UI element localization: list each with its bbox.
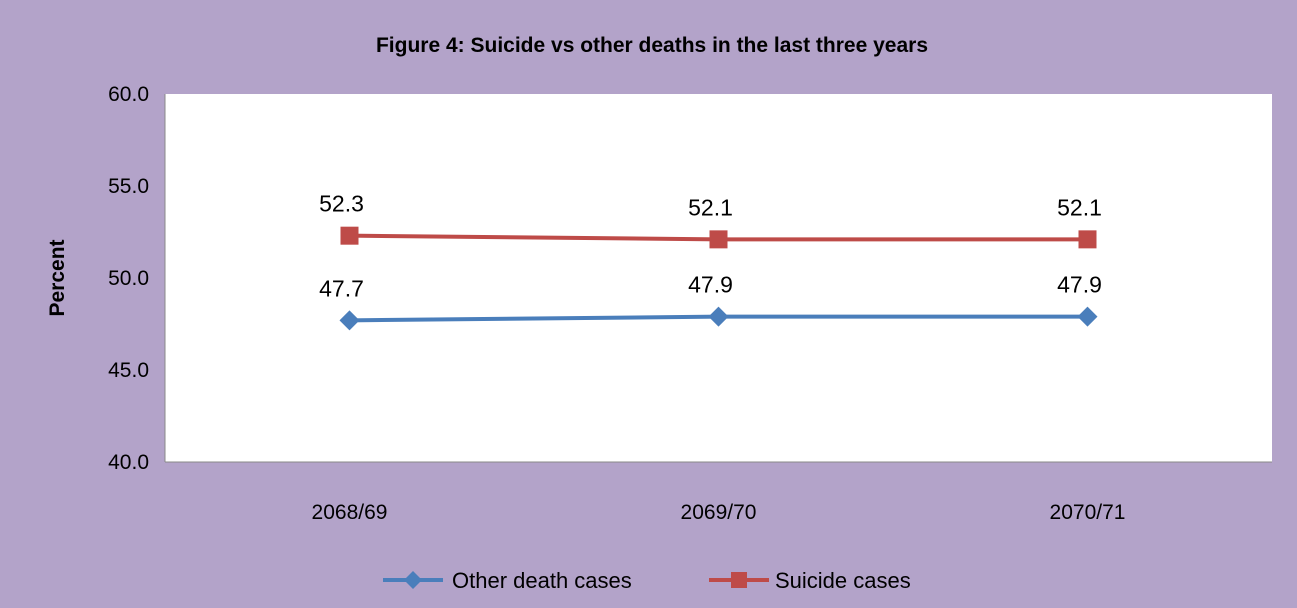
x-tick-label: 2068/69 [312, 501, 388, 524]
legend-item: Suicide cases [709, 568, 911, 593]
legend-label: Other death cases [452, 568, 632, 593]
legend-marker [731, 572, 747, 588]
y-axis-label: Percent [46, 239, 69, 316]
y-tick-label: 55.0 [108, 175, 149, 198]
x-tick-label: 2070/71 [1050, 501, 1126, 524]
legend-item: Other death cases [383, 568, 632, 593]
x-ticks: 2068/69 2069/70 2070/71 [312, 501, 1126, 524]
data-label: 52.1 [688, 194, 733, 220]
data-point [709, 230, 728, 249]
data-point [340, 226, 359, 245]
y-tick-label: 45.0 [108, 359, 149, 382]
data-point [339, 310, 360, 331]
chart-title: Figure 4: Suicide vs other deaths in the… [376, 34, 928, 57]
y-tick-label: 50.0 [108, 267, 149, 290]
legend-marker [404, 571, 422, 589]
data-point [1077, 306, 1098, 327]
data-label: 47.9 [688, 272, 733, 298]
data-label: 52.1 [1057, 194, 1102, 220]
data-label: 47.7 [319, 275, 364, 301]
series-suicide-cases: 52.3 52.1 52.1 [319, 191, 1102, 249]
x-tick-label: 2069/70 [681, 501, 757, 524]
data-label: 47.9 [1057, 272, 1102, 298]
data-label: 52.3 [319, 191, 364, 217]
plot-area [165, 94, 1272, 462]
y-tick-label: 60.0 [108, 83, 149, 106]
y-ticks: 40.0 45.0 50.0 55.0 60.0 [108, 83, 149, 474]
legend-label: Suicide cases [775, 568, 911, 593]
series-other-death-cases: 47.7 47.9 47.9 [319, 272, 1102, 331]
data-point [708, 306, 729, 327]
y-tick-label: 40.0 [108, 451, 149, 474]
series-layer: 47.7 47.9 47.9 52.3 52.1 52.1 [319, 191, 1102, 331]
legend: Other death cases Suicide cases [383, 568, 911, 593]
data-point [1078, 230, 1097, 249]
